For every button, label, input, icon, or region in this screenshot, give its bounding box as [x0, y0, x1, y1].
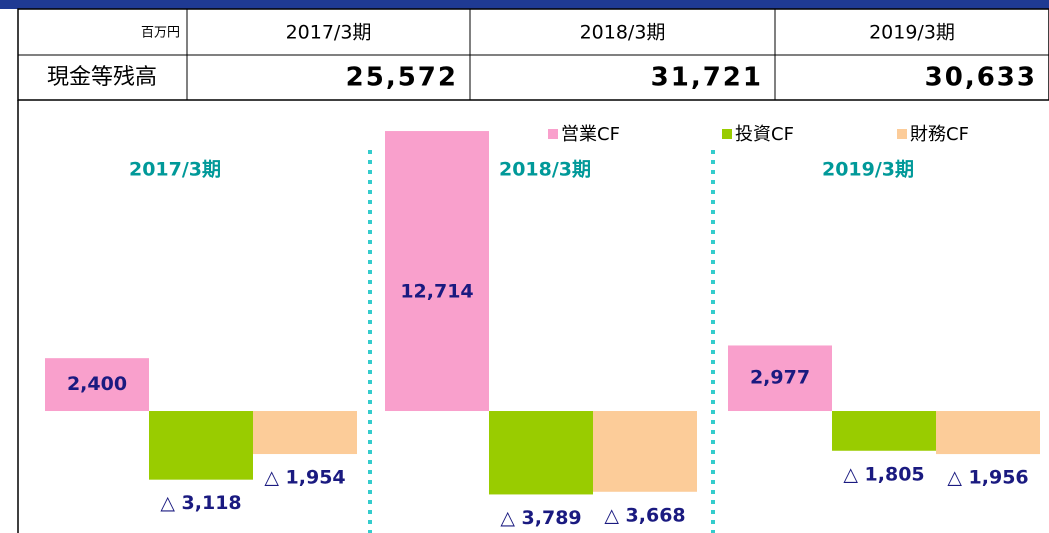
- value-label: 12,714: [400, 281, 473, 303]
- cell-value: 30,633: [925, 63, 1037, 93]
- value-label: △ 1,954: [264, 467, 345, 489]
- bar: [149, 411, 253, 480]
- table-header: 2018/3期: [580, 22, 666, 44]
- panel-title: 2019/3期: [822, 159, 914, 181]
- top-bar: [0, 0, 1049, 9]
- value-label: △ 3,789: [500, 507, 581, 529]
- table-header: 2017/3期: [286, 22, 372, 44]
- value-label: 2,977: [750, 367, 810, 389]
- table-header: 2019/3期: [869, 22, 955, 44]
- bar: [253, 411, 357, 455]
- bar: [489, 411, 593, 495]
- bar: [593, 411, 697, 492]
- legend-label: 財務CF: [910, 124, 969, 145]
- legend-swatch: [897, 129, 907, 139]
- legend-swatch: [722, 129, 732, 139]
- value-label: 2,400: [67, 373, 127, 395]
- bar: [45, 358, 149, 412]
- value-label: △ 1,956: [947, 467, 1028, 489]
- table-header: 百万円: [141, 26, 180, 41]
- bar: [936, 411, 1040, 455]
- value-label: △ 1,805: [843, 463, 924, 485]
- legend-label: 投資CF: [735, 124, 794, 145]
- value-label: △ 3,118: [160, 492, 241, 514]
- cell-value: 31,721: [651, 63, 763, 93]
- panel-title: 2018/3期: [499, 159, 591, 181]
- bar: [728, 345, 832, 412]
- legend-swatch: [548, 129, 558, 139]
- value-label: △ 3,668: [604, 504, 685, 526]
- legend-label: 営業CF: [561, 124, 620, 145]
- bar: [832, 411, 936, 451]
- bar: [385, 131, 489, 412]
- row-label: 現金等残高: [47, 65, 157, 90]
- cell-value: 25,572: [346, 63, 458, 93]
- panel-title: 2017/3期: [129, 159, 221, 181]
